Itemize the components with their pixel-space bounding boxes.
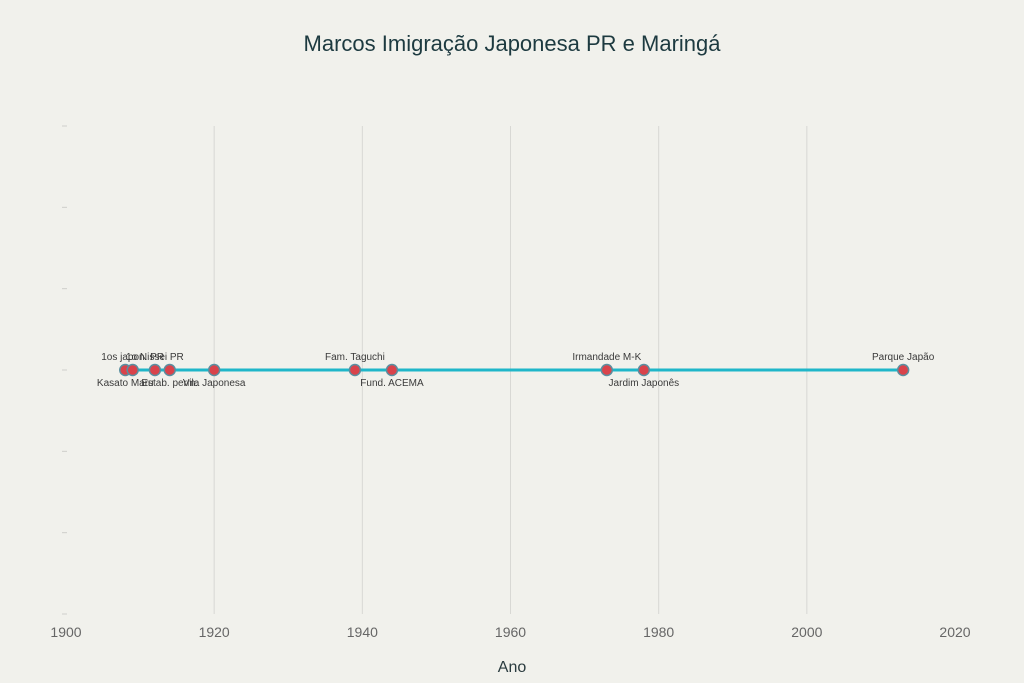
event-marker-1973 — [600, 363, 614, 377]
x-tick-label-1960: 1960 — [495, 624, 526, 640]
event-marker-2013 — [896, 363, 910, 377]
event-label-1912: 1o Nissei PR — [126, 352, 184, 363]
x-axis-label: Ano — [498, 659, 527, 676]
event-marker-1912 — [148, 363, 162, 377]
event-label-1978: Jardim Japonês — [609, 378, 680, 389]
event-marker-1914 — [163, 363, 176, 377]
event-label-2013: Parque Japão — [872, 352, 935, 363]
x-tick-label-1920: 1920 — [199, 624, 230, 640]
x-axis-tick-labels: 1900 1920 1940 1960 1980 2000 2020 — [50, 624, 970, 640]
x-tick-label-1980: 1980 — [643, 624, 674, 640]
event-label-1944: Fund. ACEMA — [360, 378, 424, 389]
event-marker-1920 — [207, 363, 221, 377]
event-markers — [119, 363, 910, 377]
event-marker-1939 — [348, 363, 362, 377]
x-tick-label-1940: 1940 — [347, 624, 378, 640]
event-label-1973: Irmandade M-K — [572, 352, 641, 363]
event-label-1908: Kasato Maru — [97, 378, 154, 389]
event-label-1939: Fam. Taguchi — [325, 352, 385, 363]
x-tick-label-1900: 1900 — [50, 624, 81, 640]
event-marker-1909 — [126, 363, 139, 377]
chart-title: Marcos Imigração Japonesa PR e Maringá — [304, 31, 722, 56]
y-axis-ticks — [62, 125, 67, 615]
event-label-1920: Vila Japonesa — [183, 378, 246, 389]
event-label-1909: 1os japon. PR — [101, 352, 164, 363]
event-marker-1978 — [637, 363, 651, 377]
x-tick-label-2000: 2000 — [791, 624, 822, 640]
x-tick-label-2020: 2020 — [939, 624, 970, 640]
event-label-1914: Estab. perm. — [141, 378, 198, 389]
event-marker-1944 — [385, 363, 399, 377]
